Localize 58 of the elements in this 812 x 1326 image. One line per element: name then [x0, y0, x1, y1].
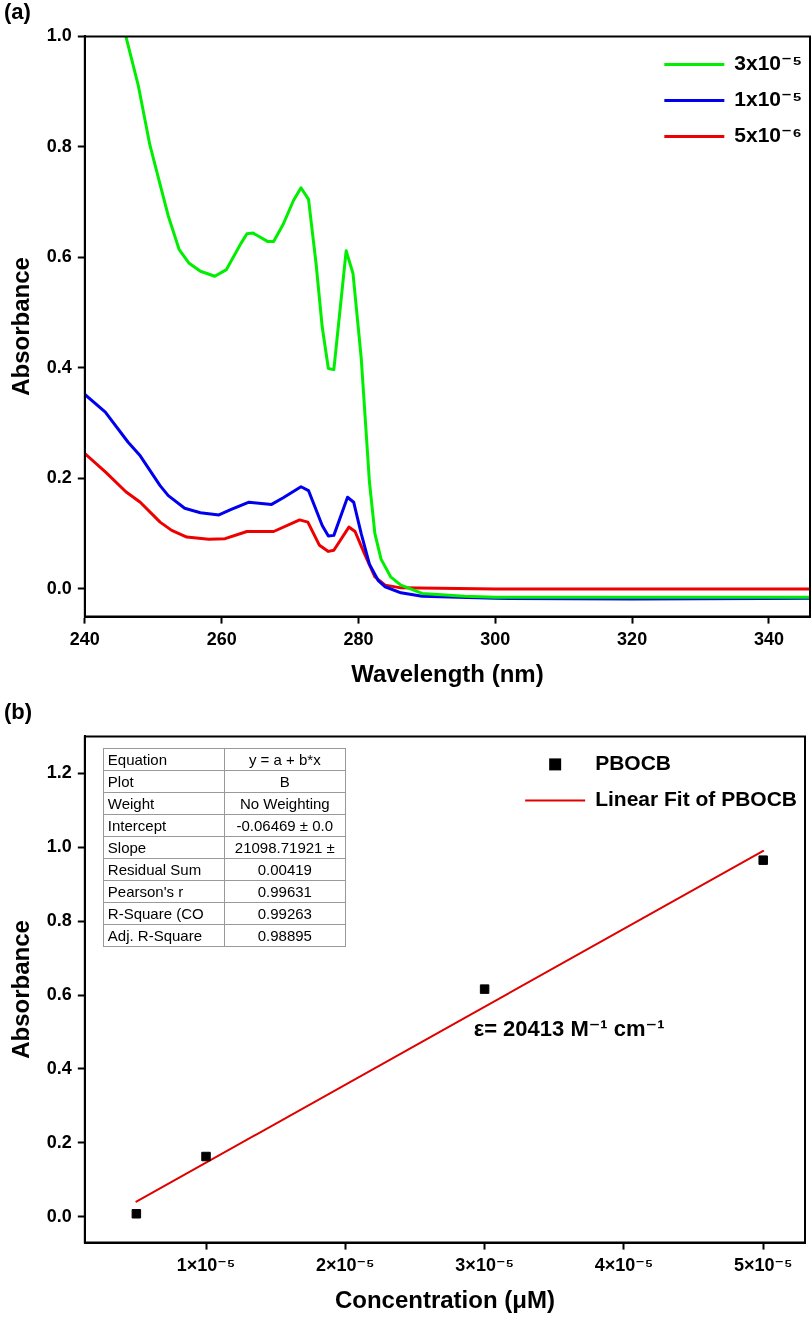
annotation: 0.98895: [224, 924, 346, 947]
y-tick-label: 0.4: [46, 1057, 72, 1078]
annotation: Intercept: [103, 814, 225, 837]
x-tick-label: 300: [480, 629, 511, 650]
y-tick-label: 1.0: [46, 25, 72, 46]
point: [201, 1151, 211, 1162]
annotation: Slope: [103, 836, 225, 859]
y-axis-title: Absorbance: [7, 257, 35, 396]
annotation: 0.99631: [224, 880, 346, 903]
annotation: Weight: [103, 792, 225, 815]
legend-label: 1x10⁻⁵: [734, 87, 803, 111]
legend-label: 3x10⁻⁵: [734, 51, 803, 75]
legend-label: Linear Fit of PBOCB: [595, 787, 798, 811]
legend-label: 5x10⁻⁶: [734, 123, 802, 147]
y-tick-label: 0.6: [46, 984, 72, 1005]
y-tick-label: 0.2: [46, 1131, 72, 1152]
annotation: -0.06469 ± 0.0: [224, 814, 346, 837]
y-tick-label: 0.0: [46, 1205, 72, 1226]
annotation: No Weighting: [224, 792, 346, 815]
x-tick-label: 340: [753, 629, 784, 650]
y-tick-label: 0.4: [46, 356, 72, 377]
y-axis-title: Absorbance: [7, 920, 35, 1059]
chart-title: (b): [4, 699, 33, 725]
annotation: 0.99263: [224, 902, 346, 925]
annotation: Pearson's r: [103, 880, 225, 903]
y-tick-label: 0.6: [46, 246, 72, 267]
x-tick-label: 320: [617, 629, 648, 650]
x-tick-label: 5×10⁻⁵: [733, 1255, 793, 1276]
point: [131, 1209, 142, 1219]
annotation: R-Square (CO: [103, 902, 225, 925]
y-tick-label: 0.8: [46, 135, 72, 156]
annotation: Equation: [103, 748, 225, 771]
annotation: Residual Sum: [103, 858, 225, 881]
chart-title: (a): [4, 0, 31, 25]
y-tick-label: 1.2: [46, 762, 72, 783]
annotation: B: [224, 770, 346, 793]
x-axis-title: Wavelength (nm): [351, 660, 544, 688]
y-tick-label: 1.0: [46, 836, 72, 857]
x-axis-title: Concentration (μM): [334, 1286, 555, 1314]
x-tick-label: 4×10⁻⁵: [594, 1255, 654, 1276]
annotation: Adj. R-Square: [103, 924, 225, 947]
x-tick-label: 240: [69, 629, 100, 650]
annotation: 0.00419: [224, 858, 346, 881]
x-tick-label: 1×10⁻⁵: [176, 1255, 236, 1276]
annotation: ε= 20413 M⁻¹ cm⁻¹: [473, 1016, 665, 1042]
y-tick-label: 0.2: [46, 467, 72, 488]
annotation: Plot: [103, 770, 225, 793]
legend-label: PBOCB: [595, 751, 672, 775]
point: [758, 855, 768, 865]
x-tick-label: 2×10⁻⁵: [316, 1255, 375, 1276]
y-tick-label: 0.0: [46, 577, 72, 598]
point: [479, 984, 490, 994]
annotation: 21098.71921 ±: [224, 836, 346, 859]
x-tick-label: 3×10⁻⁵: [455, 1255, 514, 1276]
y-tick-label: 0.8: [46, 910, 72, 931]
x-tick-label: 280: [343, 629, 374, 650]
x-tick-label: 260: [206, 629, 237, 650]
annotation: y = a + b*x: [224, 748, 346, 771]
